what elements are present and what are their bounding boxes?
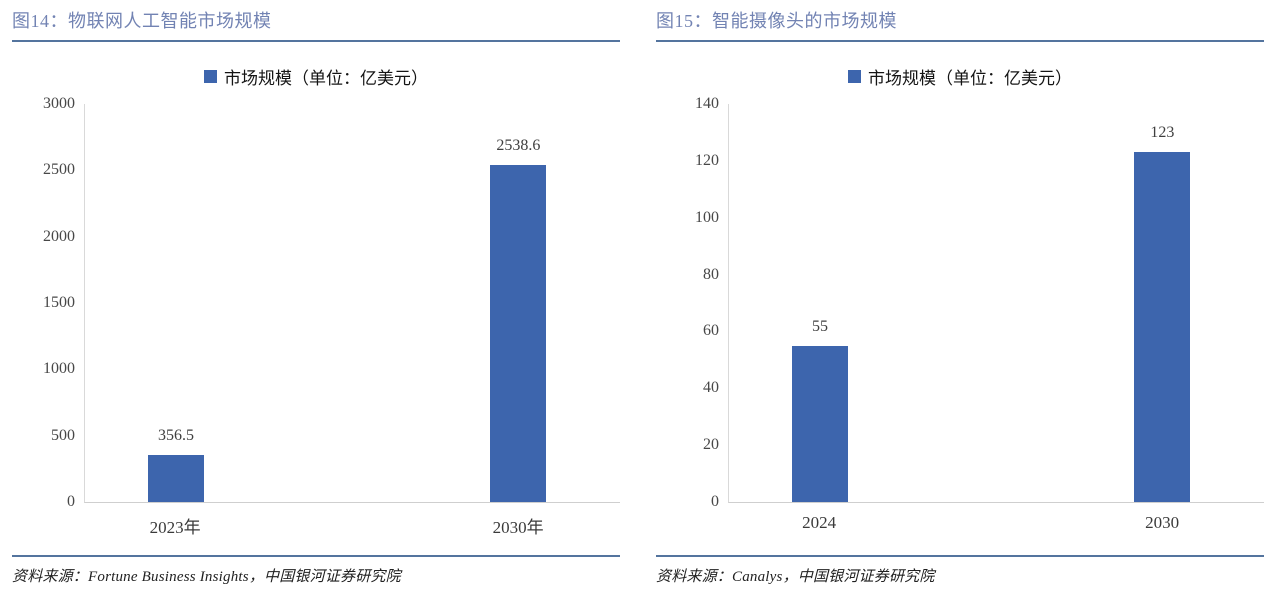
y-tick-label: 1000 — [43, 360, 75, 378]
plot-area: 356.5 2538.6 — [84, 104, 620, 503]
figure-smart-camera-market: 图15：智能摄像头的市场规模 市场规模（单位：亿美元） 140 120 100 80 6… — [656, 8, 1264, 592]
figure-title: 图15：智能摄像头的市场规模 — [656, 11, 897, 31]
x-axis-labels: 2023年 2030年 — [84, 503, 620, 537]
y-tick-label: 80 — [703, 265, 719, 283]
y-tick-label: 2500 — [43, 161, 75, 179]
y-tick-label: 1500 — [43, 294, 75, 311]
source-note: 资料来源：Canalys，中国银河证券研究院 — [656, 569, 935, 585]
y-tick-label: 20 — [703, 436, 719, 454]
source-note: 资料来源：Fortune Business Insights，中国银河证券研究院 — [12, 569, 401, 585]
y-tick-label: 40 — [703, 379, 719, 397]
data-label: 123 — [1150, 124, 1175, 141]
data-label: 356.5 — [157, 427, 194, 444]
y-axis: 3000 2500 2000 1500 1000 500 0 — [12, 95, 84, 510]
bar-chart: 140 120 100 80 60 40 20 0 55 123 — [656, 95, 1264, 510]
legend-label: 市场规模（单位：亿美元） — [224, 68, 428, 88]
y-tick-label: 3000 — [43, 95, 75, 112]
bar — [791, 346, 848, 502]
y-tick-label: 100 — [695, 208, 719, 226]
x-axis-labels: 2024 2030 — [728, 503, 1264, 537]
y-tick-label: 60 — [703, 322, 719, 340]
y-tick-label: 120 — [695, 151, 719, 169]
source-divider — [12, 555, 620, 557]
figure-iot-ai-market: 图14：物联网人工智能市场规模 市场规模（单位：亿美元） 3000 2500 200… — [12, 8, 620, 592]
title-divider — [656, 40, 1264, 42]
x-tick-label: 2023年 — [149, 518, 201, 537]
bar — [147, 455, 204, 502]
y-tick-label: 2000 — [43, 227, 75, 245]
bar — [1134, 152, 1191, 502]
bar — [490, 165, 547, 502]
chart-legend: 市场规模（单位：亿美元） — [656, 64, 1264, 88]
x-tick-label: 2030年 — [492, 518, 544, 537]
title-divider — [12, 40, 620, 42]
source-divider — [656, 555, 1264, 557]
data-label: 2538.6 — [496, 137, 541, 154]
x-tick-label: 2024 — [802, 513, 837, 532]
x-tick-label: 2030 — [1145, 513, 1180, 532]
figure-title: 图14：物联网人工智能市场规模 — [12, 11, 272, 31]
chart-legend: 市场规模（单位：亿美元） — [12, 64, 620, 88]
y-tick-label: 0 — [711, 493, 719, 510]
bar-chart: 3000 2500 2000 1500 1000 500 0 356.5 2538.6 — [12, 95, 620, 510]
legend-marker-icon — [204, 69, 217, 83]
y-tick-label: 140 — [695, 95, 719, 112]
y-axis: 140 120 100 80 60 40 20 0 — [656, 95, 728, 510]
y-tick-label: 0 — [67, 493, 75, 510]
data-label: 55 — [811, 318, 828, 335]
legend-label: 市场规模（单位：亿美元） — [868, 68, 1072, 88]
legend-marker-icon — [848, 69, 861, 83]
plot-area: 55 123 — [728, 104, 1264, 503]
y-tick-label: 500 — [51, 426, 75, 444]
